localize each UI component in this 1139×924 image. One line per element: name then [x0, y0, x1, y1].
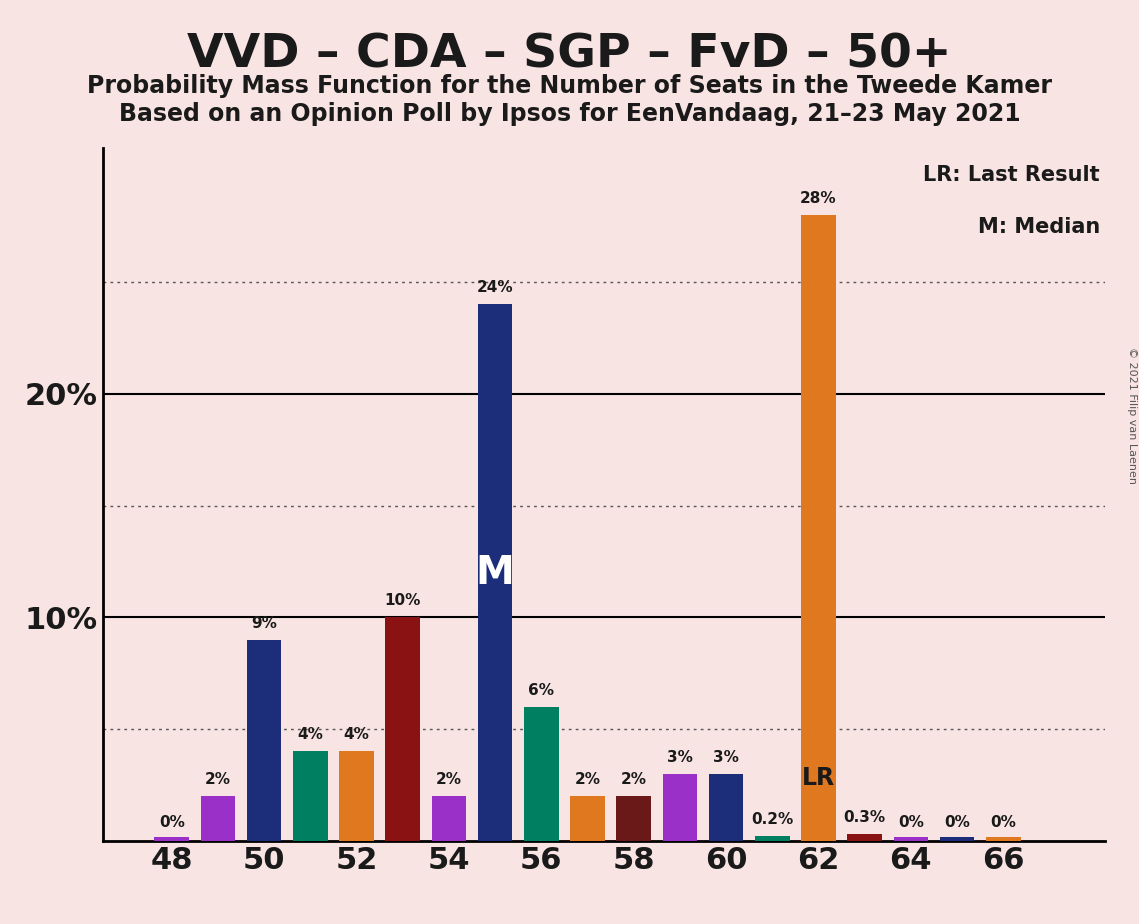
Bar [200, 796, 236, 841]
Text: 4%: 4% [344, 727, 369, 743]
Bar [155, 837, 189, 841]
Text: 3%: 3% [667, 750, 693, 765]
Text: 10%: 10% [385, 593, 421, 608]
Bar [247, 639, 281, 841]
Text: LR: Last Result: LR: Last Result [924, 165, 1100, 185]
Bar [432, 796, 466, 841]
Text: 28%: 28% [800, 191, 837, 206]
Bar [339, 751, 374, 841]
Bar [940, 837, 974, 841]
Bar [847, 834, 882, 841]
Text: 0%: 0% [944, 815, 970, 830]
Text: 0%: 0% [990, 815, 1016, 830]
Text: 0%: 0% [898, 815, 924, 830]
Text: 4%: 4% [297, 727, 323, 743]
Bar [616, 796, 652, 841]
Bar [293, 751, 328, 841]
Text: 0.2%: 0.2% [751, 812, 794, 827]
Text: 24%: 24% [477, 280, 514, 296]
Text: 3%: 3% [713, 750, 739, 765]
Bar [986, 837, 1021, 841]
Bar [708, 773, 744, 841]
Bar [801, 215, 836, 841]
Bar [571, 796, 605, 841]
Bar [477, 304, 513, 841]
Text: 6%: 6% [528, 683, 555, 698]
Bar [524, 707, 558, 841]
Text: © 2021 Filip van Laenen: © 2021 Filip van Laenen [1126, 347, 1137, 484]
Text: 2%: 2% [574, 772, 600, 787]
Text: 2%: 2% [436, 772, 462, 787]
Text: 9%: 9% [252, 615, 277, 631]
Text: VVD – CDA – SGP – FvD – 50+: VVD – CDA – SGP – FvD – 50+ [187, 32, 952, 78]
Bar [385, 617, 420, 841]
Text: M: Median: M: Median [977, 217, 1100, 237]
Bar [755, 836, 789, 841]
Text: 2%: 2% [205, 772, 231, 787]
Text: 0.3%: 0.3% [844, 810, 886, 825]
Text: Based on an Opinion Poll by Ipsos for EenVandaag, 21–23 May 2021: Based on an Opinion Poll by Ipsos for Ee… [118, 102, 1021, 126]
Bar [893, 837, 928, 841]
Bar [663, 773, 697, 841]
Text: LR: LR [802, 766, 835, 790]
Text: M: M [476, 553, 515, 591]
Text: 2%: 2% [621, 772, 647, 787]
Text: Probability Mass Function for the Number of Seats in the Tweede Kamer: Probability Mass Function for the Number… [87, 74, 1052, 98]
Text: 0%: 0% [158, 815, 185, 830]
